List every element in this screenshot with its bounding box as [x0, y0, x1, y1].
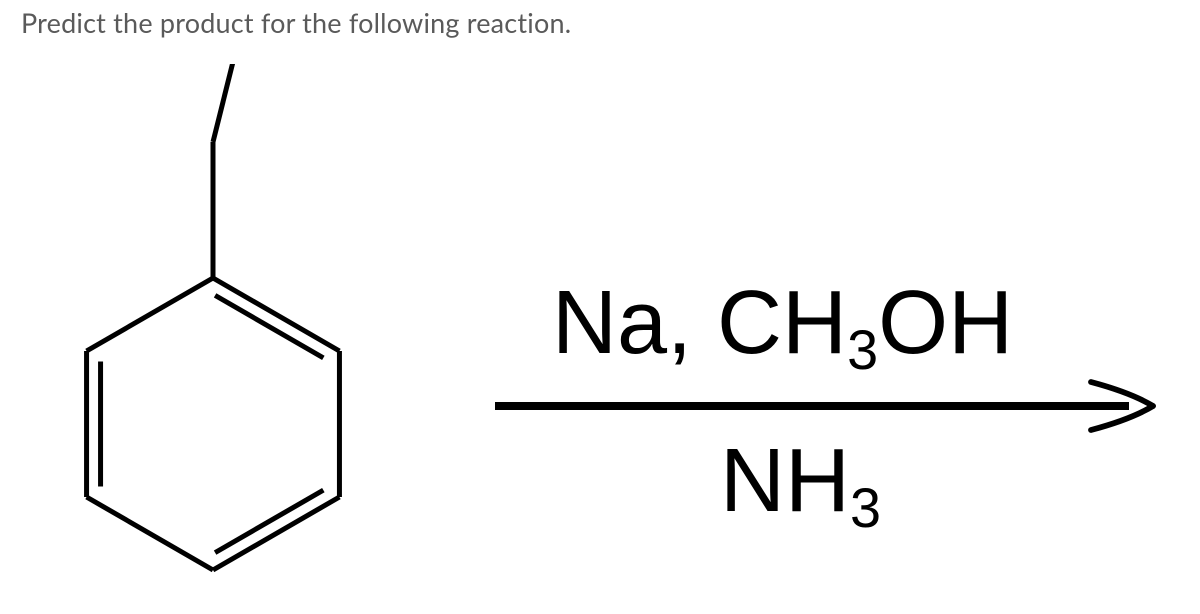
reagent-top-label: Na, CH3OH — [552, 272, 1013, 375]
reagent-bottom-label: NH3 — [720, 430, 881, 533]
molecule-toluene — [40, 64, 400, 608]
figure-canvas: Predict the product for the following re… — [0, 0, 1200, 614]
question-text: Predict the product for the following re… — [21, 6, 571, 39]
